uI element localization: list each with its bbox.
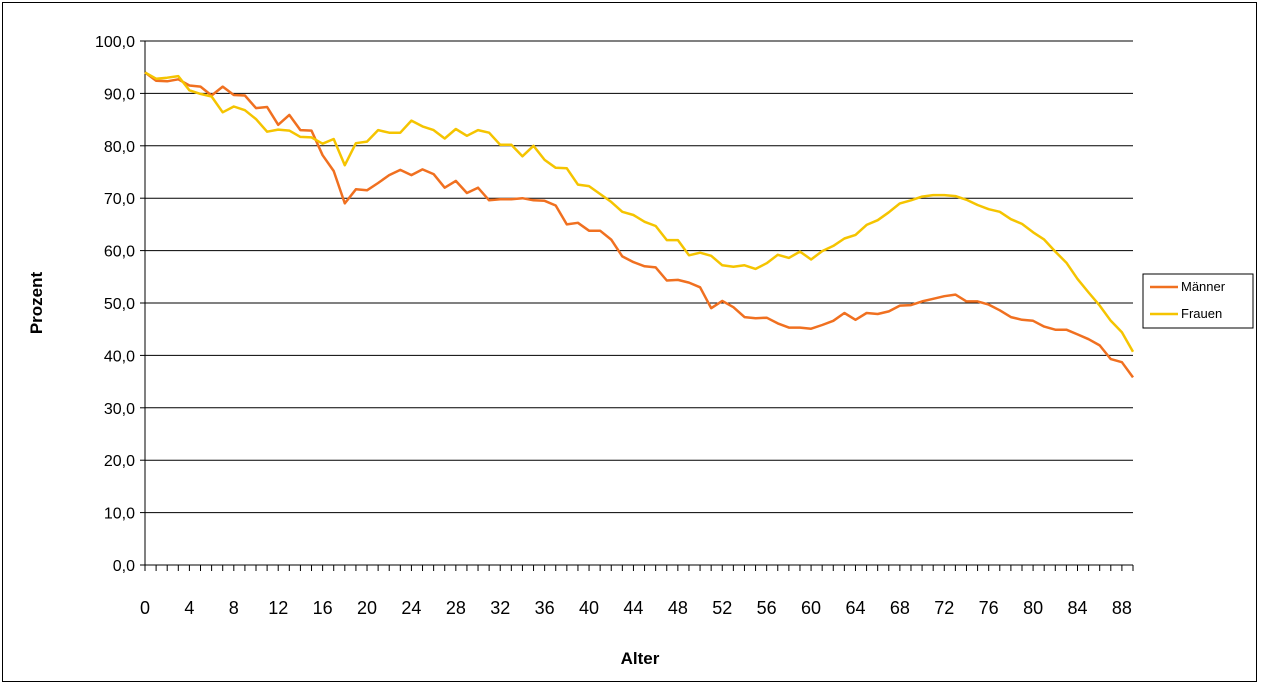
x-tick-label: 4: [184, 598, 194, 618]
y-tick-label: 80,0: [104, 139, 135, 156]
x-tick-label: 28: [446, 598, 466, 618]
x-tick-label: 52: [712, 598, 732, 618]
x-axis-title: Alter: [621, 649, 660, 668]
gridlines: [145, 40, 1133, 514]
x-tick-label: 84: [1067, 598, 1087, 618]
legend-label-maenner: Männer: [1181, 279, 1226, 294]
legend-label-frauen: Frauen: [1181, 306, 1222, 321]
x-tick-label: 60: [801, 598, 821, 618]
y-tick-label: 20,0: [104, 453, 135, 470]
x-tick-label: 44: [623, 598, 643, 618]
x-tick-label: 20: [357, 598, 377, 618]
y-tick-labels: 0,0 10,0 20,0 30,0 40,0 50,0 60,0 70,0 80,0 90,0 1…: [95, 34, 135, 575]
x-tick-label: 56: [757, 598, 777, 618]
x-tick-label: 80: [1023, 598, 1043, 618]
y-tick-label: 100,0: [95, 34, 135, 51]
y-tick-label: 10,0: [104, 506, 135, 523]
x-tick-labels: 0 4 8 12 16 20 24 28 32 36 40 44 48 52 56 60 64 68 72 76 80 8…: [140, 598, 1132, 618]
y-tick-label: 50,0: [104, 296, 135, 313]
x-tick-label: 36: [535, 598, 555, 618]
series-line-frauen: [144, 71, 1135, 353]
y-tick-label: 40,0: [104, 348, 135, 365]
x-tick-label: 72: [934, 598, 954, 618]
x-tick-label: 48: [668, 598, 688, 618]
x-tick-label: 68: [890, 598, 910, 618]
series-line-maenner: [144, 71, 1135, 379]
x-tick-label: 76: [979, 598, 999, 618]
y-tick-label: 70,0: [104, 191, 135, 208]
x-tick-label: 12: [268, 598, 288, 618]
axes: [140, 40, 1134, 571]
x-tick-label: 16: [313, 598, 333, 618]
y-tick-label: 90,0: [104, 86, 135, 103]
legend: Männer Frauen: [1142, 273, 1254, 329]
series-lines: [144, 71, 1135, 379]
y-tick-label: 30,0: [104, 401, 135, 418]
x-tick-label: 40: [579, 598, 599, 618]
x-tick-label: 88: [1112, 598, 1132, 618]
x-tick-label: 32: [490, 598, 510, 618]
y-tick-label: 0,0: [113, 558, 135, 575]
x-tick-label: 0: [140, 598, 150, 618]
x-tick-label: 24: [401, 598, 421, 618]
x-tick-label: 64: [845, 598, 865, 618]
y-axis-title: Prozent: [27, 271, 46, 334]
y-tick-label: 60,0: [104, 244, 135, 261]
x-tick-label: 8: [229, 598, 239, 618]
legend-box: [1142, 273, 1254, 329]
